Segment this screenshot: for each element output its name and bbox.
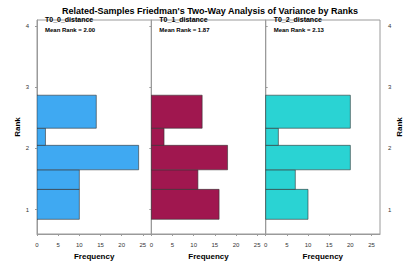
svg-text:Rank: Rank — [395, 117, 404, 137]
svg-text:5: 5 — [171, 242, 175, 248]
svg-text:20: 20 — [347, 242, 354, 248]
svg-text:1: 1 — [388, 207, 392, 213]
svg-text:4: 4 — [26, 23, 30, 29]
svg-text:Frequency: Frequency — [74, 252, 115, 261]
svg-text:T0_0_distance: T0_0_distance — [45, 16, 93, 23]
svg-text:0: 0 — [150, 242, 154, 248]
svg-text:1: 1 — [26, 207, 30, 213]
svg-text:0: 0 — [264, 242, 268, 248]
svg-text:T0_2_distance: T0_2_distance — [274, 16, 322, 23]
svg-text:2: 2 — [26, 145, 30, 151]
svg-text:Mean Rank = 2.00: Mean Rank = 2.00 — [45, 27, 96, 33]
svg-text:5: 5 — [285, 242, 289, 248]
svg-text:Rank: Rank — [13, 117, 22, 137]
svg-text:25: 25 — [140, 242, 147, 248]
svg-text:20: 20 — [118, 242, 125, 248]
svg-text:4: 4 — [388, 23, 392, 29]
svg-text:10: 10 — [190, 242, 197, 248]
svg-text:Frequency: Frequency — [303, 252, 344, 261]
svg-text:Mean Rank = 2.13: Mean Rank = 2.13 — [274, 27, 325, 33]
svg-text:10: 10 — [76, 242, 83, 248]
svg-text:5: 5 — [57, 242, 61, 248]
svg-text:20: 20 — [233, 242, 240, 248]
svg-text:0: 0 — [35, 242, 39, 248]
svg-text:10: 10 — [305, 242, 312, 248]
svg-text:25: 25 — [254, 242, 261, 248]
svg-text:Mean Rank = 1.87: Mean Rank = 1.87 — [159, 27, 210, 33]
svg-text:Frequency: Frequency — [188, 252, 229, 261]
svg-text:15: 15 — [212, 242, 219, 248]
svg-text:25: 25 — [368, 242, 375, 248]
svg-text:3: 3 — [26, 84, 30, 90]
svg-text:3: 3 — [388, 84, 392, 90]
svg-text:15: 15 — [97, 242, 104, 248]
svg-text:Related-Samples Friedman's Two: Related-Samples Friedman's Two-Way Analy… — [62, 6, 358, 16]
svg-text:2: 2 — [388, 145, 392, 151]
svg-text:T0_1_distance: T0_1_distance — [159, 16, 207, 23]
svg-text:15: 15 — [326, 242, 333, 248]
